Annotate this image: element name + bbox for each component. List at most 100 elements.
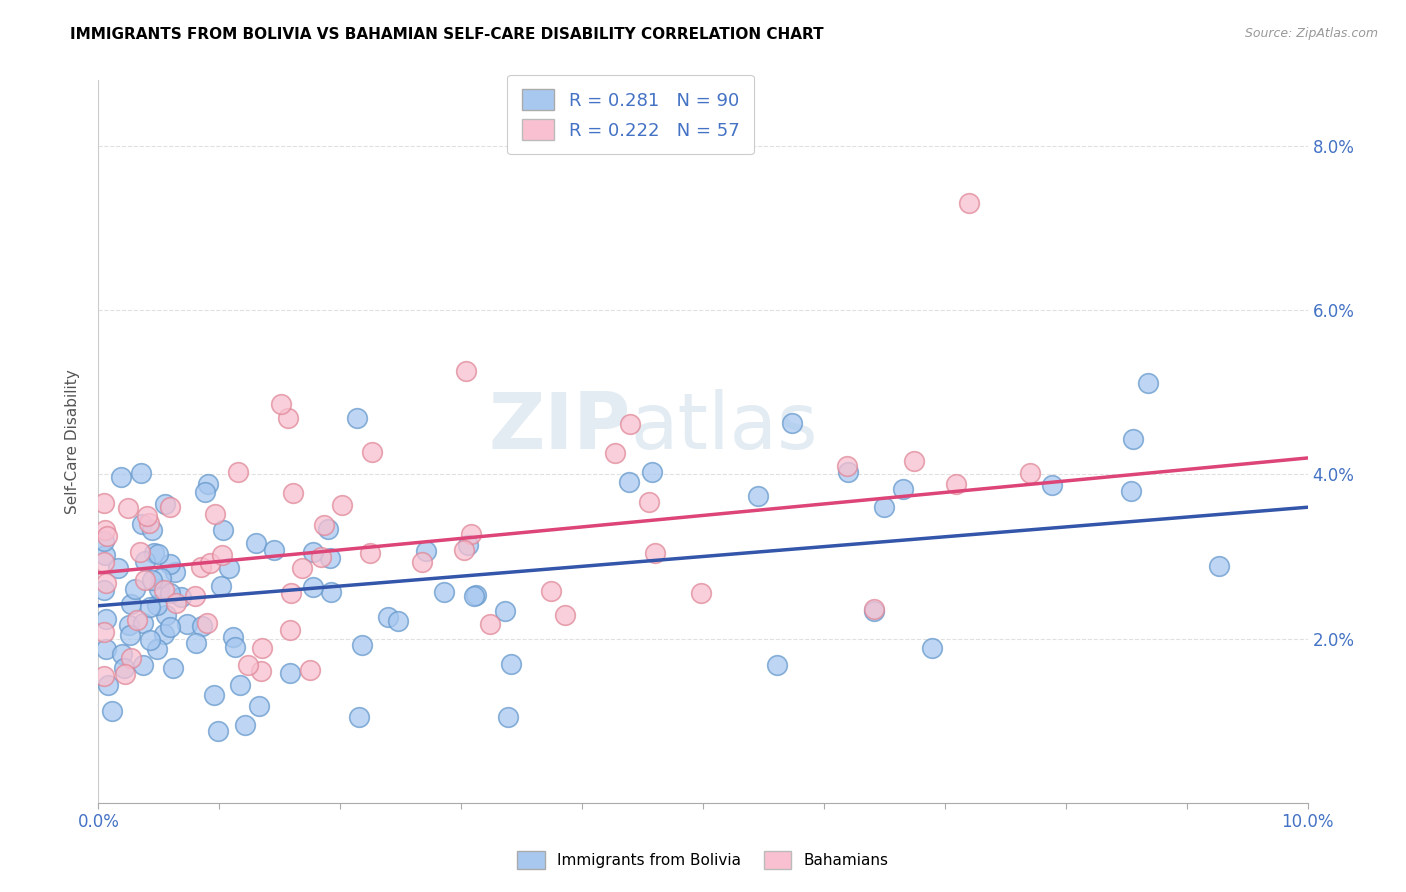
Point [197, 476, 219, 491]
Point [1019, 467, 1042, 481]
Point [195, 615, 218, 630]
Point [316, 522, 339, 536]
Point [93, 496, 115, 510]
Point [118, 618, 141, 632]
Point [540, 583, 562, 598]
Point [603, 446, 626, 460]
Y-axis label: Self-Care Disability: Self-Care Disability [65, 369, 80, 514]
Point [245, 536, 267, 550]
Legend: Immigrants from Bolivia, Bahamians: Immigrants from Bolivia, Bahamians [512, 845, 894, 875]
Point [209, 579, 232, 593]
Point [330, 498, 353, 512]
Point [454, 364, 477, 378]
Point [301, 580, 323, 594]
Point [689, 586, 711, 600]
Point [301, 544, 323, 558]
Point [280, 665, 302, 680]
Point [346, 410, 368, 425]
Point [101, 704, 124, 718]
Point [278, 624, 301, 638]
Point [387, 614, 409, 628]
Point [152, 627, 174, 641]
Point [233, 718, 256, 732]
Point [125, 613, 148, 627]
Point [494, 604, 516, 618]
Point [145, 598, 167, 612]
Point [236, 658, 259, 673]
Point [146, 547, 169, 561]
Point [499, 657, 522, 671]
Point [319, 585, 342, 599]
Point [93, 582, 115, 597]
Point [903, 454, 925, 468]
Text: IMMIGRANTS FROM BOLIVIA VS BAHAMIAN SELF-CARE DISABILITY CORRELATION CHART: IMMIGRANTS FROM BOLIVIA VS BAHAMIAN SELF… [70, 27, 824, 42]
Point [619, 417, 641, 431]
Point [637, 495, 659, 509]
Point [229, 678, 252, 692]
Point [143, 546, 166, 560]
Point [141, 574, 163, 588]
Point [93, 534, 115, 549]
Point [94, 523, 117, 537]
Point [129, 544, 152, 558]
Point [837, 465, 859, 479]
Point [221, 630, 243, 644]
Point [1208, 558, 1230, 573]
Point [191, 619, 214, 633]
Point [644, 545, 666, 559]
Point [204, 507, 226, 521]
Point [349, 710, 371, 724]
Point [415, 544, 437, 558]
Point [159, 586, 181, 600]
Point [159, 500, 181, 515]
Point [352, 638, 374, 652]
Point [641, 465, 664, 479]
Point [132, 657, 155, 672]
Point [862, 604, 884, 618]
Point [1040, 478, 1063, 492]
Point [478, 616, 501, 631]
Point [921, 641, 943, 656]
Point [207, 724, 229, 739]
Point [464, 588, 486, 602]
Point [155, 607, 177, 622]
Point [872, 500, 894, 514]
Point [159, 557, 181, 571]
Point [96, 529, 118, 543]
Point [194, 484, 217, 499]
Point [165, 595, 187, 609]
Text: ZIP: ZIP [488, 389, 630, 465]
Point [250, 641, 273, 656]
Point [250, 665, 273, 679]
Point [765, 658, 787, 673]
Point [120, 597, 142, 611]
Point [747, 489, 769, 503]
Point [226, 465, 249, 479]
Point [110, 470, 132, 484]
Point [153, 583, 176, 598]
Point [945, 477, 967, 491]
Point [111, 647, 134, 661]
Point [112, 660, 135, 674]
Point [377, 610, 399, 624]
Point [281, 485, 304, 500]
Point [411, 555, 433, 569]
Point [155, 498, 177, 512]
Point [202, 688, 225, 702]
Point [176, 616, 198, 631]
Point [837, 459, 859, 474]
Point [93, 669, 115, 683]
Point [291, 561, 314, 575]
Point [554, 607, 576, 622]
Point [198, 556, 221, 570]
Point [263, 542, 285, 557]
Point [190, 559, 212, 574]
Point [131, 517, 153, 532]
Point [129, 466, 152, 480]
Point [162, 661, 184, 675]
Point [94, 548, 117, 562]
Point [1122, 432, 1144, 446]
Point [93, 625, 115, 640]
Point [957, 196, 980, 211]
Point [432, 585, 454, 599]
